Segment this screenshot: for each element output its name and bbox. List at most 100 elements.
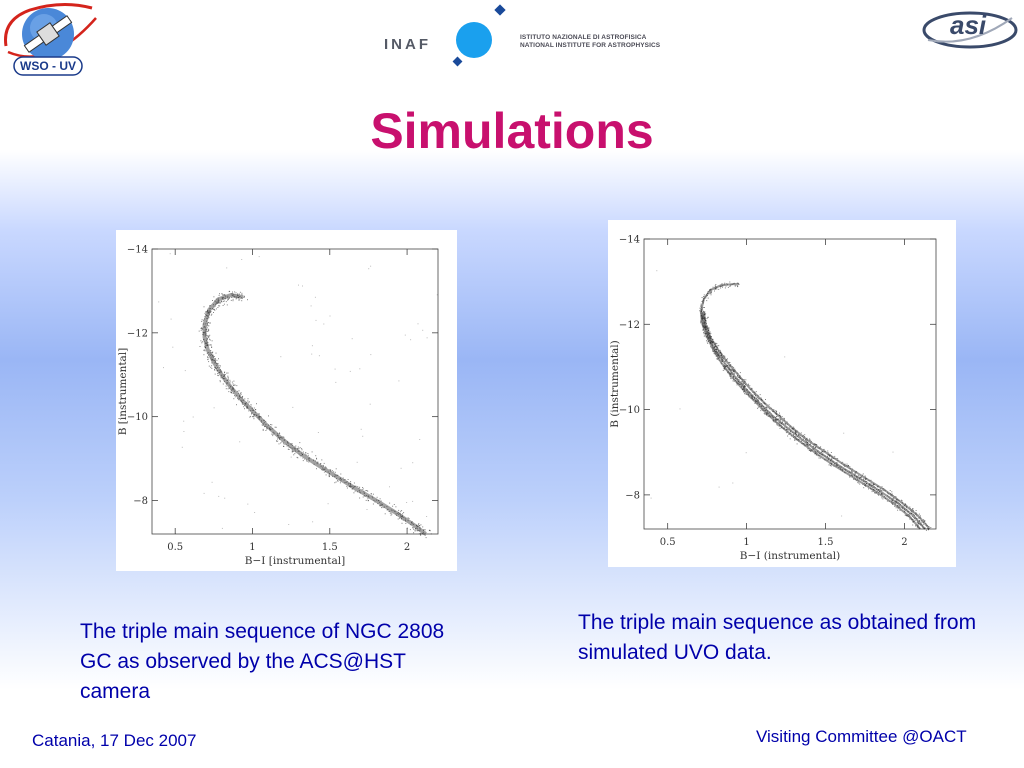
data-point (223, 375, 225, 377)
data-point (239, 291, 241, 293)
data-point (213, 356, 215, 358)
data-point (258, 418, 260, 420)
data-point (784, 422, 786, 424)
data-point (893, 497, 895, 499)
data-point (271, 433, 273, 435)
data-point (223, 375, 225, 377)
field-point (315, 319, 317, 321)
data-point (710, 292, 712, 293)
data-point (365, 490, 367, 492)
data-point (761, 403, 763, 404)
x-axis-label: B−I [instrumental] (245, 555, 345, 567)
data-point (272, 428, 274, 430)
field-point (329, 315, 331, 317)
data-point (210, 311, 212, 313)
data-point (205, 311, 206, 313)
data-point (264, 425, 266, 427)
data-point (901, 500, 903, 502)
data-point (297, 448, 298, 450)
data-point (768, 408, 770, 410)
data-point (757, 398, 759, 400)
data-point (212, 351, 214, 353)
data-point (269, 428, 271, 430)
data-point (313, 463, 315, 465)
data-point (734, 285, 736, 287)
data-point (229, 379, 231, 381)
data-point (203, 349, 205, 351)
data-point (214, 362, 216, 364)
data-point (397, 518, 399, 520)
data-point (395, 506, 397, 508)
data-point (417, 524, 419, 526)
field-point (419, 439, 421, 440)
data-point (349, 486, 351, 488)
data-point (209, 353, 211, 355)
data-point (209, 322, 211, 324)
data-point (710, 294, 712, 296)
data-point (373, 499, 375, 501)
data-point (231, 392, 232, 394)
data-point (230, 299, 232, 301)
data-point (814, 450, 816, 452)
data-point (806, 440, 808, 442)
data-point (240, 397, 242, 398)
data-point (788, 434, 790, 435)
data-point (708, 328, 710, 330)
data-point (707, 316, 709, 318)
data-point (878, 494, 879, 496)
data-point (776, 411, 778, 413)
data-point (710, 291, 712, 293)
data-point (840, 467, 842, 469)
data-point (411, 522, 412, 524)
scatter-points (650, 270, 932, 531)
data-point (703, 333, 705, 335)
data-point (206, 327, 208, 329)
data-point (276, 441, 278, 442)
field-point (169, 253, 171, 255)
data-point (829, 456, 831, 458)
data-point (737, 285, 739, 287)
data-point (337, 480, 339, 482)
data-point (863, 487, 865, 489)
data-point (335, 475, 337, 477)
field-point (426, 516, 428, 517)
data-point (778, 425, 780, 427)
data-point (708, 329, 710, 331)
data-point (420, 524, 422, 526)
data-point (366, 490, 368, 491)
data-point (343, 479, 345, 481)
data-point (728, 361, 730, 363)
data-point (704, 334, 706, 336)
field-point (404, 334, 406, 336)
data-point (207, 356, 208, 358)
data-point (226, 382, 228, 384)
data-point (422, 532, 424, 534)
asi-logo-text: asi (950, 10, 987, 40)
data-point (242, 403, 244, 405)
data-point (207, 322, 208, 324)
data-point (217, 307, 219, 308)
data-point (327, 471, 329, 473)
data-point (212, 354, 214, 356)
data-point (799, 435, 801, 437)
data-point (210, 350, 212, 351)
data-point (233, 398, 235, 400)
data-point (217, 366, 219, 368)
data-point (198, 330, 200, 332)
data-point (273, 432, 275, 434)
data-point (202, 332, 204, 333)
data-point (217, 297, 219, 299)
data-point (352, 485, 354, 487)
data-point (230, 385, 232, 387)
data-point (419, 529, 421, 531)
inaf-logo: INAF ISTITUTO NAZIONALE DI ASTROFISICA N… (380, 2, 690, 68)
data-point (714, 290, 715, 292)
data-point (253, 414, 255, 416)
data-point (723, 368, 725, 370)
data-point (204, 332, 206, 334)
data-point (717, 345, 719, 347)
data-point (701, 297, 703, 298)
data-point (877, 493, 879, 495)
data-point (270, 424, 272, 425)
data-point (401, 522, 403, 524)
